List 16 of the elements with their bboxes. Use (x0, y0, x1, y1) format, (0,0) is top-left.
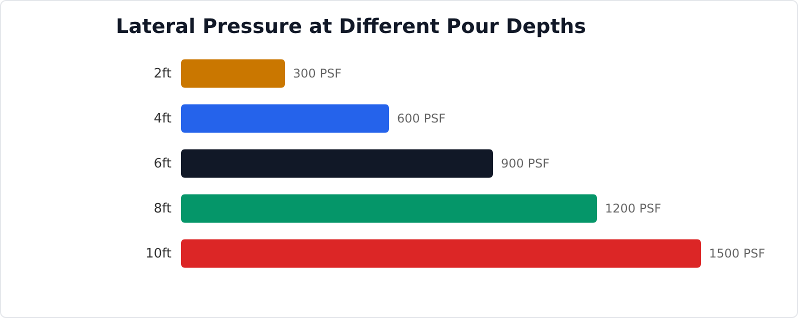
data-label: 1200 PSF (605, 202, 662, 216)
data-label: 900 PSF (501, 156, 550, 170)
data-label: 600 PSF (397, 112, 446, 126)
bar (181, 59, 285, 88)
data-label: 1500 PSF (709, 246, 766, 260)
y-tick-label: 6ft (154, 156, 172, 172)
bar (181, 104, 389, 133)
y-tick-label: 4ft (154, 112, 172, 126)
y-tick-label: 2ft (154, 66, 172, 82)
y-tick-label: 10ft (146, 246, 172, 262)
data-label: 300 PSF (293, 66, 342, 80)
y-tick-label: 8ft (154, 202, 172, 216)
bar (181, 239, 701, 268)
chart-title: Lateral Pressure at Different Pour Depths (116, 14, 586, 38)
bar (181, 194, 597, 223)
bar (181, 149, 493, 178)
